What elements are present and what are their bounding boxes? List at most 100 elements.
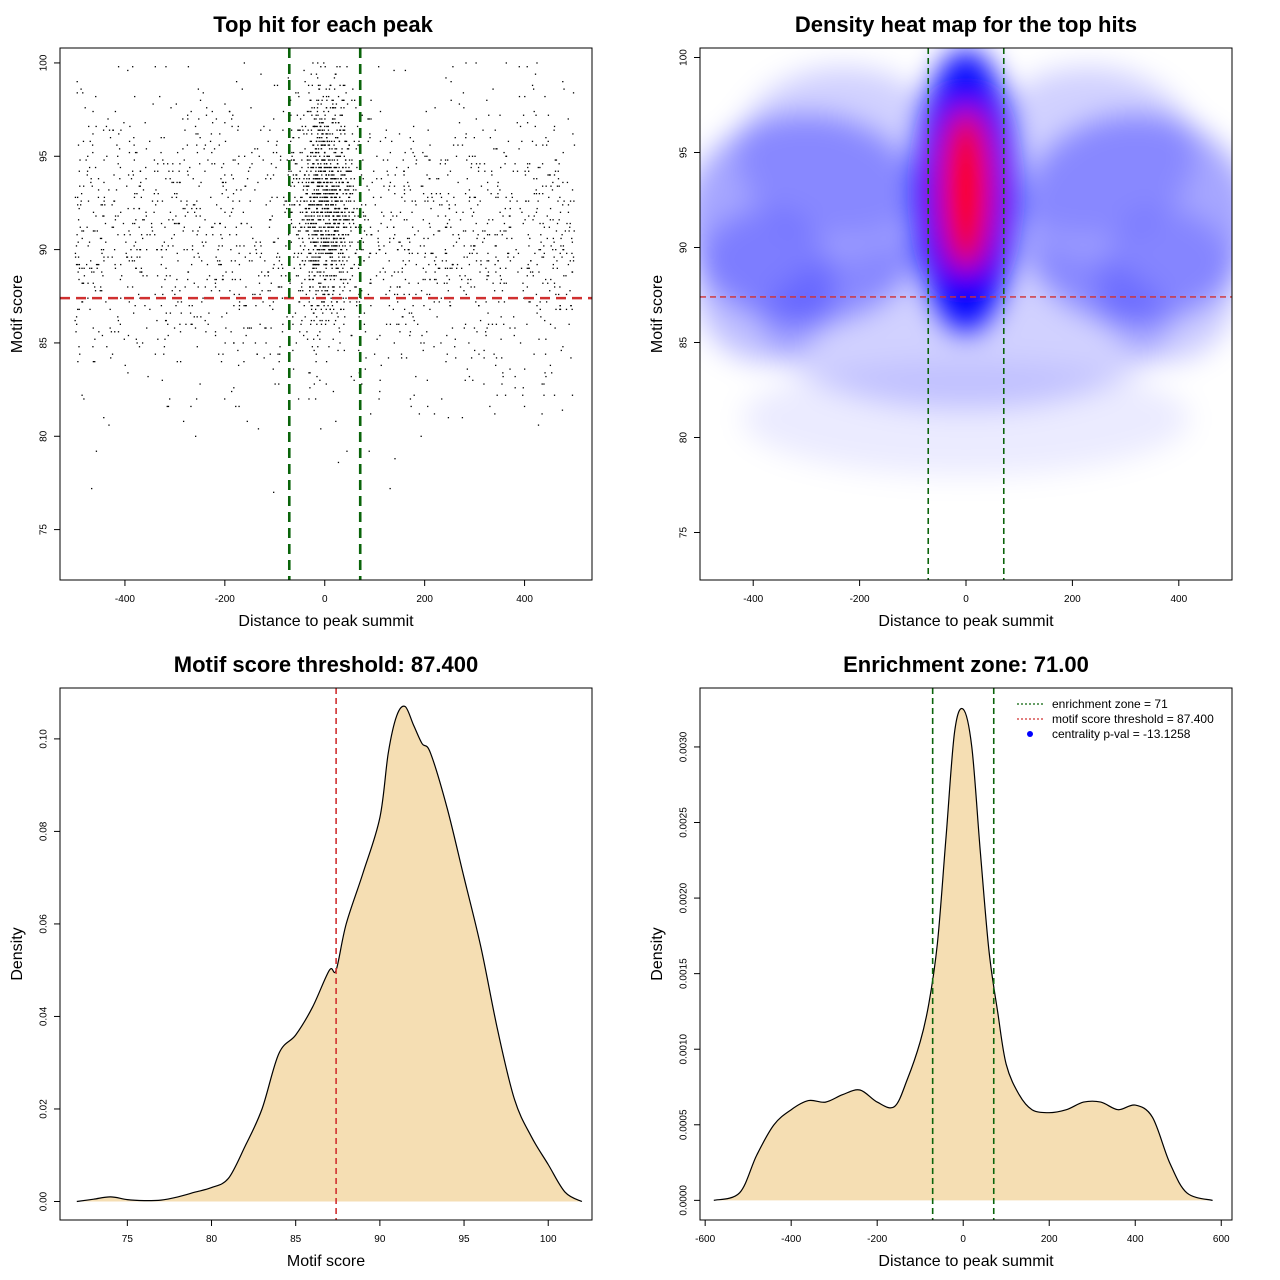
scatter-point	[338, 271, 341, 273]
scatter-point	[93, 271, 95, 273]
scatter-point	[80, 200, 82, 202]
scatter-point	[110, 357, 112, 359]
scatter-point	[154, 66, 156, 68]
scatter-point	[224, 211, 226, 213]
scatter-point	[328, 346, 330, 348]
scatter-point	[329, 308, 331, 311]
scatter-point	[534, 252, 536, 255]
scatter-point	[330, 166, 332, 169]
scatter-point	[336, 200, 338, 202]
scatter-x-tick-label: 200	[416, 594, 433, 605]
scatter-point	[383, 215, 385, 217]
distance-density-y-tick-label: 0.0030	[679, 731, 690, 762]
scatter-point	[413, 155, 416, 157]
scatter-point	[541, 383, 543, 385]
scatter-point	[342, 181, 345, 184]
scatter-point	[368, 450, 370, 452]
scatter-point	[309, 286, 312, 288]
scatter-point	[471, 215, 473, 217]
scatter-point	[364, 215, 367, 217]
scatter-point	[310, 196, 312, 199]
scatter-point	[171, 290, 173, 292]
scatter-point	[233, 305, 235, 307]
scatter-point	[325, 174, 327, 176]
scatter-point	[559, 211, 562, 213]
scatter-point	[319, 84, 321, 87]
scatter-point	[243, 245, 245, 247]
scatter-point	[562, 346, 564, 348]
scatter-point	[422, 349, 424, 352]
scatter-point	[420, 435, 422, 437]
scatter-point	[225, 327, 227, 329]
scatter-point	[333, 286, 335, 288]
scatter-point	[535, 211, 538, 213]
scatter-point	[91, 144, 94, 146]
scatter-point	[270, 282, 272, 284]
scatter-point	[326, 99, 328, 101]
scatter-point	[405, 357, 408, 359]
scatter-point	[196, 316, 198, 318]
scatter-point	[504, 163, 506, 165]
scatter-point	[134, 151, 137, 154]
scatter-point	[219, 133, 221, 135]
scatter-point	[322, 241, 325, 243]
scatter-point	[419, 245, 422, 247]
scatter-point	[324, 114, 326, 116]
scatter-point	[317, 181, 319, 184]
scatter-point	[267, 275, 270, 277]
scatter-point	[324, 226, 326, 228]
scatter-point	[139, 256, 141, 258]
scatter-point	[343, 129, 346, 131]
scatter-point	[489, 137, 492, 139]
scatter-point	[459, 275, 461, 277]
scatter-point	[222, 185, 224, 187]
scatter-point	[569, 260, 571, 262]
scatter-point	[193, 282, 195, 284]
scatter-point	[546, 215, 548, 217]
scatter-point	[428, 263, 430, 266]
scatter-point	[309, 222, 312, 225]
scatter-point	[343, 226, 345, 228]
score-density-x-axis: 75 80 85 90 95 100	[122, 1219, 557, 1245]
scatter-point	[303, 174, 306, 176]
scatter-point	[256, 148, 259, 150]
scatter-point	[444, 249, 447, 251]
scatter-point	[473, 249, 475, 251]
scatter-point	[558, 163, 560, 165]
scatter-point	[293, 185, 296, 187]
scatter-point	[333, 189, 336, 191]
scatter-point	[298, 129, 300, 131]
scatter-point	[279, 286, 281, 288]
scatter-point	[317, 103, 319, 105]
scatter-point	[83, 185, 85, 187]
scatter-point	[200, 316, 202, 318]
scatter-point	[356, 207, 358, 210]
scatter-point	[123, 234, 126, 236]
scatter-point	[186, 249, 188, 251]
scatter-point	[526, 267, 528, 269]
scatter-point	[439, 204, 441, 206]
scatter-point	[103, 159, 105, 161]
scatter-point	[145, 215, 147, 217]
scatter-point	[342, 174, 344, 176]
scatter-point	[129, 234, 131, 236]
scatter-point	[520, 267, 523, 269]
scatter-point	[178, 222, 181, 225]
scatter-point	[332, 290, 335, 292]
score-density-y-axis: 0.000.020.040.060.080.10	[39, 729, 61, 1211]
scatter-point	[134, 95, 136, 98]
scatter-point	[167, 405, 170, 408]
scatter-point	[343, 174, 346, 176]
scatter-point	[556, 222, 559, 225]
scatter-point	[315, 361, 317, 363]
scatter-point	[218, 353, 220, 355]
scatter-point	[335, 211, 337, 213]
scatter-point	[239, 278, 242, 281]
scatter-point	[487, 312, 489, 314]
scatter-point	[326, 155, 328, 157]
scatter-point	[141, 342, 144, 344]
scatter-point	[113, 200, 116, 202]
scatter-point	[126, 256, 128, 258]
scatter-point	[527, 263, 529, 266]
scatter-point	[284, 200, 286, 202]
